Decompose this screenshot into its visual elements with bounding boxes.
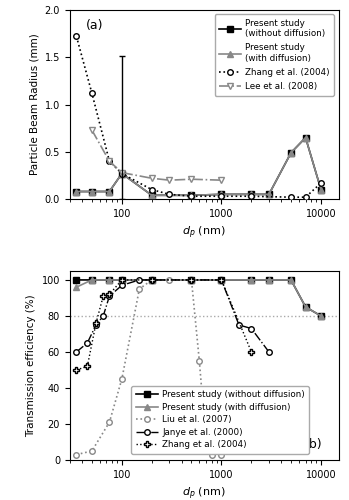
Legend: Present study (without diffusion), Present study (with diffusion), Liu et al. (2: Present study (without diffusion), Prese…	[132, 386, 309, 454]
X-axis label: $d_p$ (nm): $d_p$ (nm)	[183, 224, 226, 241]
Y-axis label: Particle Beam Radius (mm): Particle Beam Radius (mm)	[29, 34, 39, 176]
Text: (a): (a)	[86, 20, 103, 32]
Legend: Present study
(without diffusion), Present study
(with diffusion), Zhang et al. : Present study (without diffusion), Prese…	[215, 14, 334, 96]
X-axis label: $d_p$ (nm): $d_p$ (nm)	[183, 486, 226, 500]
Y-axis label: Transmission efficiency (%): Transmission efficiency (%)	[26, 294, 36, 437]
Text: (b): (b)	[305, 438, 322, 450]
